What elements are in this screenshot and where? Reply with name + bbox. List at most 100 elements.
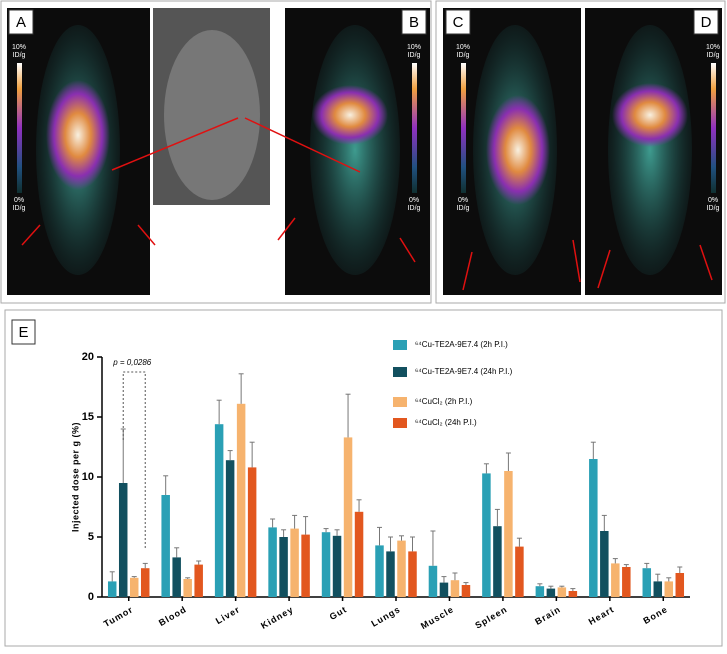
significance-bracket bbox=[122, 371, 146, 549]
colorbar-label: ID/g bbox=[408, 52, 421, 59]
label-box bbox=[445, 9, 471, 35]
x-tick-label: Kidney bbox=[259, 604, 295, 631]
bar bbox=[439, 582, 449, 597]
x-tick-label: Muscle bbox=[419, 604, 456, 631]
colorbar-label: 0% bbox=[409, 197, 419, 204]
label-box bbox=[693, 9, 719, 35]
bar bbox=[225, 460, 235, 597]
bar bbox=[375, 545, 384, 597]
legend-label: ⁶⁴Cu-TE2A-9E7.4 (2h P.I.) bbox=[415, 340, 508, 349]
legend-swatch bbox=[393, 340, 407, 350]
x-tick-label: Lungs bbox=[369, 604, 402, 629]
bar bbox=[268, 527, 277, 597]
bar bbox=[236, 403, 246, 597]
panel-label: E bbox=[18, 324, 28, 341]
bar bbox=[140, 568, 150, 597]
colorbar-label: ID/g bbox=[13, 52, 26, 59]
bar bbox=[546, 588, 556, 597]
colorbar bbox=[461, 63, 466, 193]
bar bbox=[622, 567, 631, 597]
colorbar bbox=[412, 63, 417, 193]
colorbar-label: ID/g bbox=[13, 205, 26, 212]
bar bbox=[214, 424, 224, 597]
x-tick-label: Brain bbox=[533, 604, 562, 627]
bar bbox=[611, 563, 620, 597]
colorbar bbox=[17, 63, 22, 193]
bar bbox=[397, 540, 406, 597]
bar bbox=[118, 483, 128, 597]
colorbar-label: 0% bbox=[14, 197, 24, 204]
bar bbox=[183, 579, 192, 597]
x-tick-label: Blood bbox=[157, 604, 188, 628]
arrows bbox=[21, 117, 713, 291]
x-tick-label: Liver bbox=[214, 604, 242, 626]
colorbar-label: 10% bbox=[456, 44, 470, 51]
bar bbox=[343, 437, 353, 597]
colorbar-label: ID/g bbox=[707, 205, 720, 212]
panel-label: B bbox=[409, 14, 419, 31]
legend-label: ⁶⁴CuCl₂ (24h P.I.) bbox=[415, 418, 477, 427]
bar bbox=[461, 585, 471, 597]
bar bbox=[482, 473, 491, 597]
chart: E 0 5 10 15 20 Injected dose per g (%) Tumor Blo… bbox=[11, 319, 690, 631]
colorbar-label: ID/g bbox=[457, 52, 470, 59]
y-tick-label: 10 bbox=[82, 471, 94, 483]
y-tick-label: 0 bbox=[88, 591, 94, 603]
bar bbox=[386, 551, 395, 597]
bar bbox=[332, 535, 342, 597]
legend-swatch bbox=[393, 418, 407, 428]
x-tick-label: Bone bbox=[642, 604, 670, 626]
bar bbox=[535, 586, 545, 597]
annotation: p = 0,0286 bbox=[112, 358, 152, 367]
colorbar-label: ID/g bbox=[457, 205, 470, 212]
x-tick-label: Tumor bbox=[102, 604, 135, 629]
y-tick-label: 15 bbox=[82, 411, 94, 423]
x-tick-label: Gut bbox=[328, 604, 349, 622]
bar bbox=[279, 537, 288, 597]
bar bbox=[664, 581, 674, 597]
bar bbox=[107, 581, 117, 597]
colorbar-label: 10% bbox=[12, 44, 26, 51]
bar bbox=[129, 577, 139, 597]
colorbar-label: 10% bbox=[706, 44, 720, 51]
bar bbox=[194, 564, 203, 597]
label-box bbox=[401, 9, 427, 35]
bar bbox=[428, 565, 438, 597]
panel-label: D bbox=[701, 14, 712, 31]
bar bbox=[600, 531, 609, 597]
bar bbox=[568, 591, 578, 597]
x-tick-label: Spleen bbox=[473, 604, 509, 630]
colorbar-label: 10% bbox=[407, 44, 421, 51]
bar bbox=[557, 587, 567, 597]
bar bbox=[301, 534, 310, 597]
bar bbox=[321, 532, 331, 597]
bar bbox=[515, 546, 524, 597]
colorbar-label: ID/g bbox=[707, 52, 720, 59]
y-tick-label: 5 bbox=[88, 531, 94, 543]
label-box bbox=[11, 319, 36, 345]
bar bbox=[290, 528, 299, 597]
colorbar-label: 0% bbox=[458, 197, 468, 204]
bar bbox=[161, 495, 170, 597]
bar bbox=[354, 511, 364, 597]
bar bbox=[589, 459, 598, 597]
bar bbox=[172, 557, 181, 597]
x-tick-label: Heart bbox=[587, 604, 616, 627]
y-axis-label: Injected dose per g (%) bbox=[70, 422, 80, 532]
colorbar-label: 0% bbox=[708, 197, 718, 204]
legend-label: ⁶⁴CuCl₂ (2h P.I.) bbox=[415, 397, 473, 406]
bar bbox=[504, 471, 513, 597]
bar bbox=[493, 526, 502, 597]
panel-label: C bbox=[453, 14, 464, 31]
legend-label: ⁶⁴Cu-TE2A-9E7.4 (24h P.I.) bbox=[415, 367, 513, 376]
colorbars: 10%ID/g0%ID/g10%ID/g0%ID/g10%ID/g0%ID/g1… bbox=[12, 44, 720, 212]
legend-swatch bbox=[393, 397, 407, 407]
panel-labels: A B C D bbox=[8, 9, 719, 35]
bar bbox=[247, 467, 257, 597]
bar bbox=[675, 573, 685, 597]
bar bbox=[408, 551, 417, 597]
images bbox=[7, 8, 722, 295]
bar bbox=[642, 568, 652, 597]
